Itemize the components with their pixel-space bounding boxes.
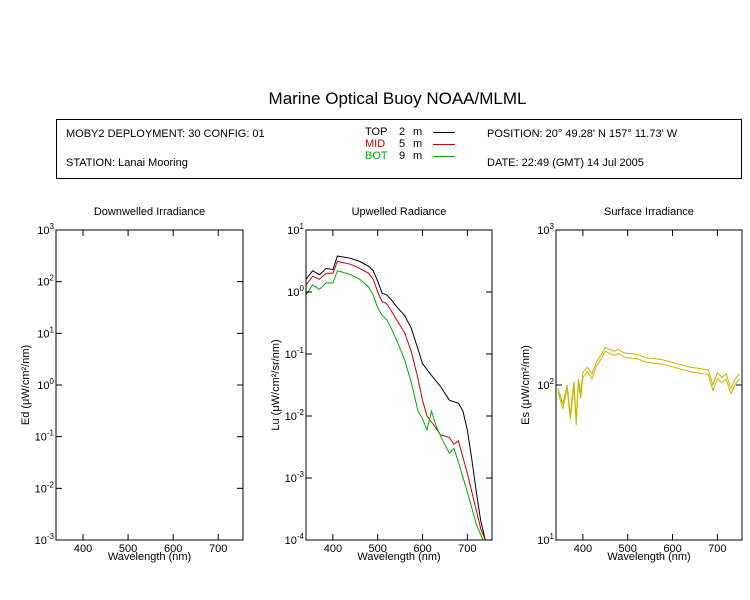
x-tick-label: 400 xyxy=(324,543,342,555)
x-tick-label: 600 xyxy=(164,543,182,555)
legend-line-mid xyxy=(433,144,455,145)
y-tick-label: 10-1 xyxy=(35,429,55,444)
series-line-top xyxy=(306,255,486,540)
y-tick-label: 10-4 xyxy=(285,532,305,547)
station-text: STATION: Lanai Mooring xyxy=(66,157,188,169)
x-tick-label: 600 xyxy=(663,543,681,555)
x-tick-label: 400 xyxy=(74,543,92,555)
plot-frame xyxy=(555,229,743,541)
chart-title: Downwelled Irradiance xyxy=(94,206,205,218)
x-tick-label: 500 xyxy=(619,543,637,555)
y-axis-label: Lu (μW/cm²/sr/nm) xyxy=(270,339,282,430)
series-line-es-2 xyxy=(557,350,741,426)
legend-name-mid: MID xyxy=(365,138,386,150)
legend-unit-bot: m xyxy=(413,150,423,162)
page-title: Marine Optical Buoy NOAA/MLML xyxy=(268,89,527,108)
chart-panel-1: Downwelled Irradiance 400 500 600 700 Wavelen… xyxy=(20,206,244,563)
chart-series-group xyxy=(306,255,486,540)
x-tick-label: 400 xyxy=(574,543,592,555)
x-axis-label: Wavelength (nm) xyxy=(108,551,191,563)
y-axis-label: Ed (μW/cm²/nm) xyxy=(20,345,32,425)
chart-series-group xyxy=(557,346,741,426)
deployment-text: MOBY2 DEPLOYMENT: 30 CONFIG: 01 xyxy=(66,128,265,140)
chart-title: Upwelled Radiance xyxy=(352,206,447,218)
y-tick-label: 100 xyxy=(37,377,54,392)
date-text: DATE: 22:49 (GMT) 14 Jul 2005 xyxy=(487,157,644,169)
y-tick-label: 10-1 xyxy=(285,346,305,361)
y-tick-label: 10-3 xyxy=(285,470,305,485)
y-tick-label: 100 xyxy=(287,284,304,299)
position-text: POSITION: 20° 49.28' N 157° 11.73' W xyxy=(487,128,678,140)
legend-line-bot xyxy=(433,156,455,157)
plot-frame xyxy=(55,229,244,541)
y-tick-label: 10-2 xyxy=(285,408,305,423)
x-tick-label: 500 xyxy=(369,543,387,555)
y-tick-label: 102 xyxy=(37,274,54,289)
x-axis-label: Wavelength (nm) xyxy=(607,551,690,563)
plot-frame xyxy=(305,229,493,541)
legend-name-bot: BOT xyxy=(365,150,388,162)
legend-depth-bot: 9 xyxy=(399,150,406,162)
y-tick-label: 102 xyxy=(537,377,554,392)
chart-panel-2: Upwelled Radiance 400 500 600 700 Wavelength … xyxy=(270,206,493,563)
series-line-mid xyxy=(306,260,486,540)
legend-line-top xyxy=(433,132,455,133)
y-tick-label: 103 xyxy=(37,222,54,237)
legend-unit-top: m xyxy=(413,126,423,138)
series-line-bot xyxy=(306,270,484,540)
y-tick-label: 101 xyxy=(537,532,554,547)
x-tick-label: 700 xyxy=(209,543,227,555)
chart-title: Surface Irradiance xyxy=(604,206,694,218)
chart-panel-3: Surface Irradiance 400 500 600 700 Wavelength… xyxy=(520,206,743,563)
legend-name-top: TOP xyxy=(365,126,388,138)
info-box: MOBY2 DEPLOYMENT: 30 CONFIG: 01 STATION:… xyxy=(56,119,742,179)
series-line-es-1 xyxy=(557,346,741,420)
y-tick-label: 103 xyxy=(537,222,554,237)
y-tick-label: 101 xyxy=(37,325,54,340)
legend-depth-top: 2 xyxy=(399,126,406,138)
x-axis-label: Wavelength (nm) xyxy=(357,551,440,563)
y-tick-label: 101 xyxy=(287,222,304,237)
x-tick-label: 600 xyxy=(413,543,431,555)
y-tick-label: 10-2 xyxy=(35,480,55,495)
x-tick-label: 700 xyxy=(708,543,726,555)
x-tick-label: 500 xyxy=(119,543,137,555)
y-tick-label: 10-3 xyxy=(35,532,55,547)
x-tick-label: 700 xyxy=(458,543,476,555)
legend-depth-mid: 5 xyxy=(399,138,406,150)
y-axis-label: Es (μW/cm²/nm) xyxy=(520,345,532,425)
legend-unit-mid: m xyxy=(413,138,423,150)
